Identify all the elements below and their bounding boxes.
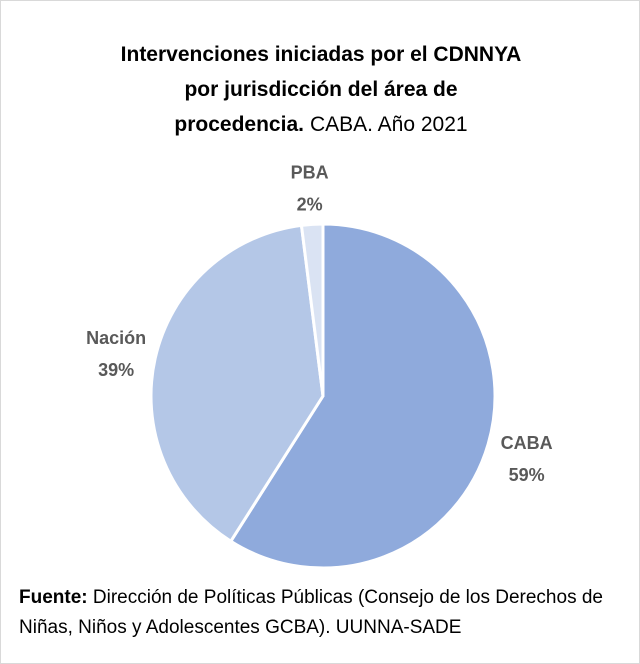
source-note: Fuente: Dirección de Políticas Públicas …: [19, 583, 629, 643]
pie: [149, 222, 497, 570]
data-label: Nación 39%: [86, 328, 146, 380]
data-label: CABA 59%: [501, 433, 553, 485]
chart-subtitle: CABA. Año 2021: [310, 113, 468, 136]
source-label: Fuente:: [19, 587, 88, 608]
data-label: PBA 2%: [291, 162, 329, 214]
chart-title: Intervenciones iniciadas por el CDNNYA: [121, 43, 522, 66]
pie-slice: [228, 222, 497, 570]
pie-slice: [149, 223, 325, 544]
chart-title: procedencia. CABA. Año 2021: [174, 113, 467, 136]
chart-title: procedencia.: [174, 113, 304, 136]
chart-title: por jurisdicción del área de: [184, 78, 457, 101]
value-label: 2%: [297, 194, 323, 214]
value-label: 59%: [509, 465, 545, 485]
pie-slice: [299, 222, 325, 397]
category-label: CABA: [501, 433, 553, 453]
value-label: 39%: [98, 360, 134, 380]
category-label: PBA: [291, 162, 329, 182]
chart: Intervenciones iniciadas por el CDNNYA p…: [86, 43, 553, 570]
category-label: Nación: [86, 328, 146, 348]
labels: CABA 59% Nación 39% PBA 2%: [86, 162, 552, 485]
source-text: Dirección de Políticas Públicas (Consejo…: [19, 587, 603, 638]
